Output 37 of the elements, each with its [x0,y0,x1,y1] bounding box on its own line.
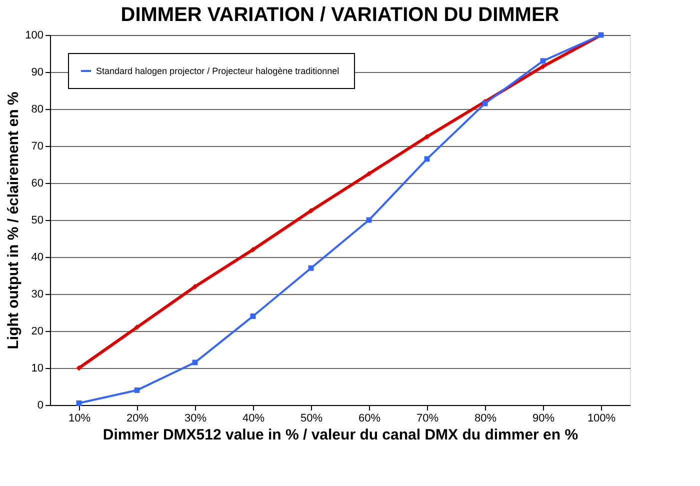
x-tick-label: 60% [358,412,381,424]
point [424,156,430,162]
y-axis-title: Light output in % / éclairement en % [5,92,22,350]
x-tick-label: 20% [126,412,149,424]
y-tick-label: 40 [31,252,44,264]
chart-title: DIMMER VARIATION / VARIATION DU DIMMER [120,4,560,26]
y-tick-label: 10 [31,362,44,374]
x-tick-label: 10% [68,412,91,424]
point [308,265,314,271]
x-tick-label: 90% [532,412,555,424]
x-tick-label: 40% [242,412,265,424]
point [540,58,546,64]
legend-label: Standard halogen projector / Projecteur halogène traditionnel [96,66,340,76]
x-tick-label: 30% [184,412,207,424]
y-tick-label: 80 [31,104,44,116]
x-tick-label: 50% [300,412,323,424]
y-tick-label: 100 [25,30,44,42]
x-tick-label: 80% [474,412,497,424]
y-tick-label: 30 [31,288,44,300]
x-tick-label: 100% [587,412,616,424]
point [192,360,198,366]
point [76,365,82,371]
point [540,64,546,70]
point [250,313,256,319]
y-tick-label: 60 [31,178,44,190]
point [192,284,198,290]
y-tick-label: 50 [31,214,44,226]
y-tick-label: 70 [31,140,44,152]
y-tick-label: 0 [37,400,44,412]
y-tick-label: 90 [31,66,44,78]
point [250,246,256,252]
point [134,324,140,330]
point [134,387,140,393]
x-axis-title: Dimmer DMX512 value in % / valeur du canal DMX du dimmer en % [102,426,578,444]
point [76,400,82,406]
y-tick-label: 20 [31,326,44,338]
x-tick-label: 70% [416,412,439,424]
